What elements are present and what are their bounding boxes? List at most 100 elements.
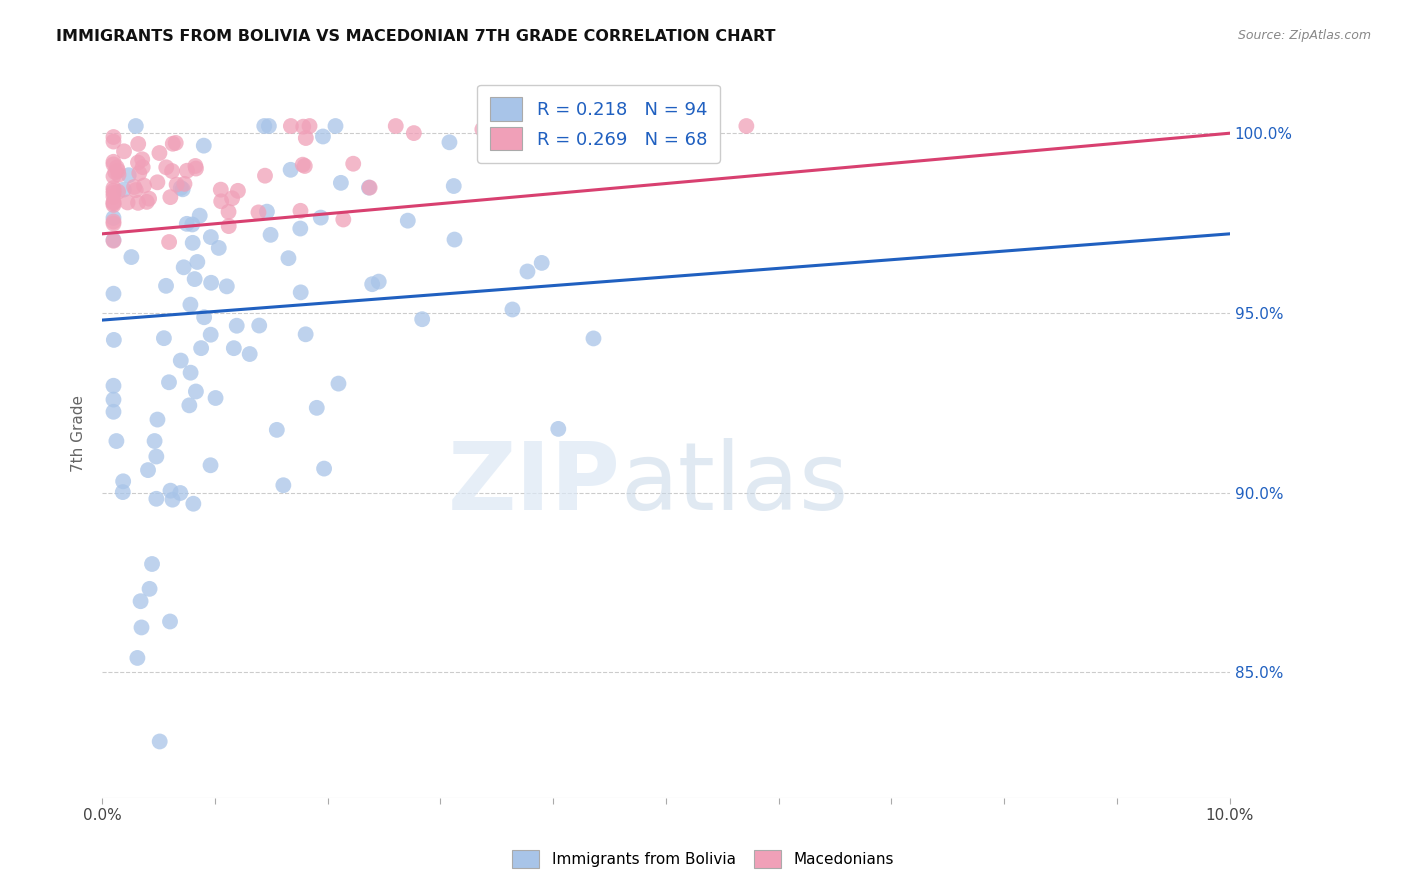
Point [295, 131, 318, 145]
Point [153, 331, 176, 345]
Point [103, 211, 125, 225]
Point [170, 353, 193, 368]
Point [125, 183, 148, 197]
Point [104, 165, 127, 179]
Point [290, 285, 312, 300]
Point [280, 162, 302, 177]
Point [159, 483, 181, 498]
Point [155, 161, 177, 175]
Point [128, 166, 150, 180]
Point [107, 185, 129, 199]
Point [169, 486, 191, 500]
Point [280, 119, 302, 133]
Point [257, 119, 280, 133]
Point [651, 123, 673, 137]
Point [105, 434, 128, 448]
Point [193, 138, 215, 153]
Point [384, 119, 406, 133]
Point [131, 153, 153, 167]
Point [294, 327, 316, 342]
Point [184, 384, 207, 399]
Point [112, 145, 135, 159]
Point [200, 276, 222, 290]
Point [218, 219, 240, 233]
Point [181, 235, 204, 250]
Point [298, 119, 321, 133]
Point [273, 478, 295, 492]
Point [155, 278, 177, 293]
Text: Source: ZipAtlas.com: Source: ZipAtlas.com [1237, 29, 1371, 42]
Point [143, 434, 166, 448]
Point [127, 155, 149, 169]
Point [103, 405, 125, 419]
Point [107, 163, 129, 178]
Point [111, 485, 134, 500]
Point [162, 136, 184, 151]
Point [253, 119, 276, 133]
Point [328, 376, 350, 391]
Point [103, 157, 125, 171]
Point [247, 205, 270, 219]
Point [183, 497, 205, 511]
Point [266, 423, 288, 437]
Point [127, 651, 149, 665]
Point [309, 211, 332, 225]
Point [314, 461, 336, 475]
Point [103, 181, 125, 195]
Point [179, 298, 201, 312]
Point [471, 122, 494, 136]
Point [118, 168, 141, 182]
Point [131, 620, 153, 634]
Point [136, 463, 159, 477]
Point [103, 135, 125, 149]
Point [501, 302, 523, 317]
Point [218, 204, 240, 219]
Point [735, 119, 758, 133]
Point [290, 221, 312, 235]
Point [103, 286, 125, 301]
Point [157, 376, 180, 390]
Point [193, 310, 215, 325]
Point [127, 195, 149, 210]
Point [186, 255, 208, 269]
Point [172, 182, 194, 196]
Legend: R = 0.218   N = 94, R = 0.269   N = 68: R = 0.218 N = 94, R = 0.269 N = 68 [477, 85, 720, 163]
Point [277, 251, 299, 265]
Point [103, 214, 125, 228]
Point [292, 120, 315, 134]
Point [411, 312, 433, 326]
Point [103, 234, 125, 248]
Point [247, 318, 270, 333]
Point [181, 218, 204, 232]
Point [176, 163, 198, 178]
Point [396, 213, 419, 227]
Point [291, 158, 314, 172]
Point [107, 168, 129, 182]
Point [342, 157, 364, 171]
Point [361, 277, 384, 292]
Point [439, 136, 461, 150]
Point [516, 264, 538, 278]
Point [141, 557, 163, 571]
Point [103, 189, 125, 203]
Legend: Immigrants from Bolivia, Macedonians: Immigrants from Bolivia, Macedonians [505, 843, 901, 875]
Point [305, 401, 328, 415]
Point [325, 119, 347, 133]
Point [443, 233, 465, 247]
Point [132, 178, 155, 193]
Point [103, 184, 125, 198]
Point [367, 275, 389, 289]
Point [103, 378, 125, 392]
Point [103, 392, 125, 407]
Point [204, 391, 226, 405]
Point [359, 180, 381, 194]
Point [222, 341, 245, 355]
Point [184, 159, 207, 173]
Point [165, 136, 187, 150]
Point [184, 161, 207, 176]
Point [145, 491, 167, 506]
Point [402, 126, 425, 140]
Point [180, 366, 202, 380]
Text: ZIP: ZIP [449, 438, 621, 531]
Point [253, 169, 276, 183]
